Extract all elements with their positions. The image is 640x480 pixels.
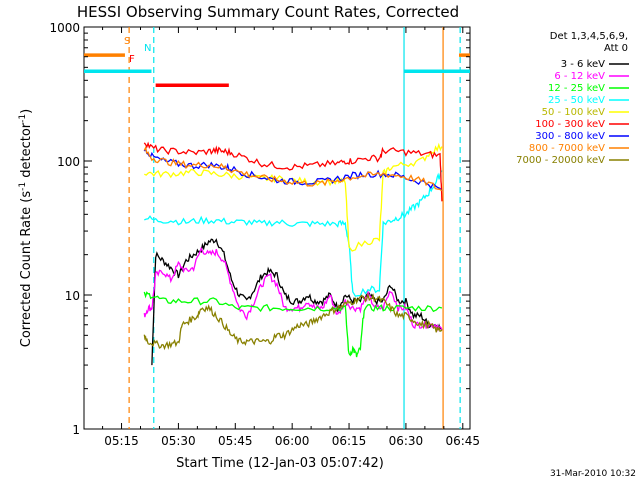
flag-label-f: F <box>129 54 135 65</box>
legend-header-1: Att 0 <box>604 43 628 54</box>
y-axis-label: Corrected Count Rate (s-1 detector-1) <box>18 109 34 347</box>
legend-label-6: 300 - 800 keV <box>535 131 605 142</box>
series-line-6 <box>143 146 443 192</box>
series-line-0 <box>151 238 443 366</box>
legend-label-5: 100 - 300 keV <box>535 119 605 130</box>
series-line-8 <box>143 292 443 351</box>
y-tick-label-2: 100 <box>57 155 80 169</box>
x-tick-label-5: 06:30 <box>389 434 424 448</box>
x-tick-label-6: 06:45 <box>445 434 480 448</box>
flag-bars: S NF <box>84 36 470 88</box>
chart-title: HESSI Observing Summary Count Rates, Cor… <box>77 3 459 21</box>
x-tick-label-4: 06:15 <box>332 434 367 448</box>
legend-label-8: 7000 - 20000 keV <box>516 155 605 166</box>
y-tick-label-0: 1 <box>72 423 80 437</box>
x-tick-label-3: 06:00 <box>275 434 310 448</box>
series-line-5 <box>143 141 443 202</box>
x-axis-ticks: 05:15 05:30 05:45 06:00 06:15 06:30 06:45 <box>102 27 480 448</box>
legend-header-0: Det 1,3,4,5,6,9, <box>550 31 628 42</box>
y-tick-label-3: 1000 <box>49 21 80 35</box>
x-axis-label: Start Time (12-Jan-03 05:07:42) <box>176 456 384 471</box>
series-line-7 <box>143 145 443 192</box>
series-line-4 <box>144 142 443 252</box>
legend-label-4: 50 - 100 keV <box>542 107 606 118</box>
x-tick-label-2: 05:45 <box>218 434 253 448</box>
y-axis-ticks: 1 10 100 1000 <box>49 21 470 437</box>
legend-label-1: 6 - 12 keV <box>554 71 605 82</box>
vertical-markers <box>128 27 461 429</box>
series-line-3 <box>144 170 443 297</box>
flag-label-n: N <box>144 43 151 54</box>
flag-label-s: S <box>124 36 130 47</box>
x-tick-label-0: 05:15 <box>104 434 139 448</box>
legend-label-7: 800 - 7000 keV <box>529 143 605 154</box>
legend-label-2: 12 - 25 keV <box>548 83 605 94</box>
y-axis-label-end: ) <box>19 109 34 114</box>
y-axis-label-sup2: -1 <box>18 114 28 123</box>
y-tick-label-1: 10 <box>65 289 80 303</box>
plot-frame <box>83 26 471 430</box>
legend-label-0: 3 - 6 keV <box>561 59 605 70</box>
y-axis-label-main: Corrected Count Rate (s <box>19 191 34 348</box>
x-tick-label-1: 05:30 <box>161 434 196 448</box>
legend-label-3: 25 - 50 keV <box>548 95 605 106</box>
series-lines <box>143 141 443 366</box>
y-axis-label-sup1: -1 <box>18 182 28 191</box>
y-axis-label-mid: detector <box>19 122 34 182</box>
timestamp: 31-Mar-2010 10:32 <box>550 469 636 479</box>
